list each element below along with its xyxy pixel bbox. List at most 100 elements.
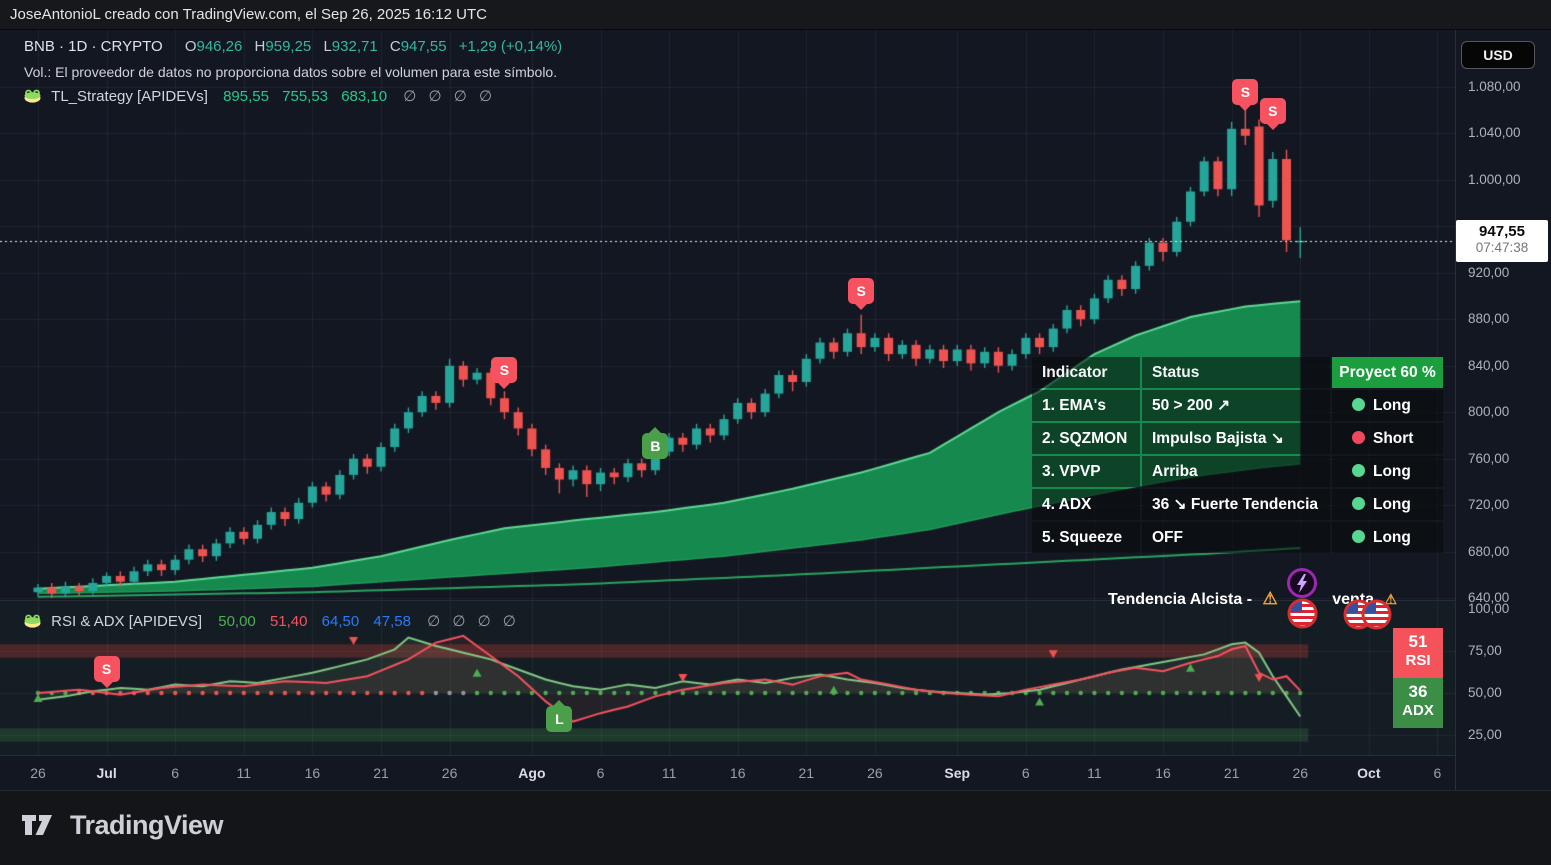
attribution-text: JoseAntonioL creado con TradingView.com,… — [10, 6, 487, 23]
long-signal-badge: L — [546, 700, 573, 733]
rsi-adx-value-2: 51,40 — [269, 613, 308, 630]
tradingview-logo-icon — [22, 815, 52, 835]
table-header-status: Status — [1142, 357, 1330, 388]
close-value: 947,55 — [400, 38, 447, 55]
adx-value: 36 — [1408, 682, 1428, 701]
strategy-legend[interactable]: TL_Strategy [APIDEVs] 895,55 755,53 683,… — [24, 87, 492, 105]
rsi-pane-canvas[interactable] — [0, 600, 1455, 755]
side-label: Long — [1373, 463, 1411, 480]
change-value: +1,29 (+0,14%) — [458, 38, 563, 55]
lightning-badge-icon — [1287, 568, 1317, 598]
side-label: Long — [1373, 397, 1411, 414]
price-label: 840,00 — [1468, 357, 1510, 373]
red-status-dot — [1352, 431, 1365, 444]
sell-signal-badge: S — [93, 655, 120, 688]
time-tick-21: 21 — [798, 765, 815, 781]
indicator-status: Impulso Bajista ↘ — [1142, 423, 1330, 454]
close-label: C — [389, 38, 401, 55]
sell-signal-badge: S — [491, 357, 518, 390]
green-status-dot — [1352, 530, 1365, 543]
tradingview-wordmark: TradingView — [70, 809, 224, 840]
time-tick-11: 11 — [661, 765, 677, 781]
bar-countdown: 07:47:38 — [1475, 240, 1529, 255]
indicator-status: Arriba — [1142, 456, 1330, 487]
warning-icon: ⚠ — [1384, 591, 1398, 607]
price-label: 25,00 — [1468, 727, 1502, 742]
strategy-value-2: 755,53 — [282, 88, 329, 105]
proyect-badge: Proyect 60 % — [1332, 357, 1443, 388]
rsi-label: RSI — [1405, 652, 1431, 669]
price-scale-divider — [1455, 30, 1456, 790]
price-label: 720,00 — [1468, 497, 1510, 513]
price-label: 1.080,00 — [1468, 79, 1521, 94]
last-price-label: 947,55 07:47:38 — [1456, 220, 1548, 262]
price-label: 800,00 — [1468, 404, 1510, 420]
adx-label: ADX — [1402, 702, 1434, 719]
indicator-name: 3. VPVP — [1032, 456, 1140, 487]
rsi-adx-value-1: 50,00 — [218, 613, 256, 630]
pane-divider[interactable] — [0, 600, 1455, 601]
time-axis[interactable]: 26 Jul 6 11 16 21 26 Ago 6 11 16 21 26 Sep 6 11 16 21 26 Oc… — [0, 755, 1455, 790]
side-label: Short — [1373, 430, 1414, 447]
side-label: Long — [1373, 496, 1411, 513]
attribution-bar: JoseAntonioL creado con TradingView.com,… — [0, 0, 1551, 30]
price-label: 1.040,00 — [1468, 125, 1521, 141]
time-tick-11: 11 — [1087, 765, 1102, 781]
last-price-value: 947,55 — [1479, 223, 1525, 240]
rsi-adx-name: RSI & ADX [APIDEVS] — [51, 613, 203, 630]
time-tick-6: 6 — [596, 765, 605, 781]
indicator-side: Short — [1332, 423, 1443, 454]
time-tick-16: 16 — [304, 765, 321, 781]
us-flag-no-icon — [1361, 599, 1392, 630]
time-tick-oct: Oct — [1357, 765, 1381, 781]
frog-icon — [24, 614, 41, 628]
footer-bar: TradingView — [0, 790, 1551, 865]
symbol-legend[interactable]: BNB · 1D · CRYPTO O946,26 H959,25 L932,7… — [24, 38, 562, 55]
adx-value-badge: 36 ADX — [1393, 678, 1443, 728]
currency-button[interactable]: USD — [1461, 41, 1535, 69]
frog-icon — [24, 89, 41, 103]
side-label: Long — [1373, 529, 1411, 546]
volume-message: Vol.: El proveedor de datos no proporcio… — [24, 64, 558, 80]
buy-signal-badge: B — [642, 426, 669, 459]
time-tick-26: 26 — [441, 765, 458, 781]
price-label: 680,00 — [1468, 543, 1510, 559]
time-tick-6: 6 — [1433, 765, 1442, 781]
rsi-adx-empty-values: ∅ ∅ ∅ ∅ — [427, 613, 516, 630]
open-label: O — [184, 38, 197, 55]
tradingview-brand[interactable]: TradingView — [20, 809, 224, 841]
indicator-side: Long — [1332, 489, 1443, 520]
indicator-side: Long — [1332, 390, 1443, 421]
price-label: 75,00 — [1468, 643, 1502, 658]
us-flag-no-icon — [1343, 599, 1374, 630]
price-label: 920,00 — [1468, 264, 1510, 280]
sell-signal-badge: S — [1259, 98, 1286, 131]
high-label: H — [254, 38, 266, 55]
price-label: 760,00 — [1468, 450, 1510, 466]
indicator-status: OFF — [1142, 522, 1330, 553]
green-status-dot — [1352, 497, 1365, 510]
price-label: 50,00 — [1468, 685, 1502, 700]
time-tick-11: 11 — [236, 765, 252, 781]
time-tick-21: 21 — [1223, 765, 1240, 781]
time-tick-21: 21 — [373, 765, 389, 781]
low-value: 932,71 — [331, 38, 378, 55]
indicator-side: Long — [1332, 522, 1443, 553]
rsi-adx-value-4: 47,58 — [373, 613, 411, 630]
time-tick-jul: Jul — [96, 765, 117, 781]
time-tick-sep: Sep — [944, 765, 971, 781]
price-label: 880,00 — [1468, 311, 1510, 327]
green-status-dot — [1352, 398, 1365, 411]
price-scale[interactable]: USD 947,55 07:47:38 1.080,00 1.040,00 1.00… — [1455, 30, 1551, 790]
rsi-adx-legend[interactable]: RSI & ADX [APIDEVS] 50,00 51,40 64,50 47… — [24, 612, 516, 630]
time-tick-ago: Ago — [518, 765, 546, 781]
table-header-indicator: Indicator — [1032, 357, 1140, 388]
indicator-name: 1. EMA's — [1032, 390, 1140, 421]
strategy-name: TL_Strategy [APIDEVs] — [51, 88, 208, 105]
indicator-name: 5. Squeeze — [1032, 522, 1140, 553]
us-flag-no-icon — [1287, 598, 1318, 629]
indicator-name: 4. ADX — [1032, 489, 1140, 520]
volume-legend: Vol.: El proveedor de datos no proporcio… — [24, 64, 557, 80]
